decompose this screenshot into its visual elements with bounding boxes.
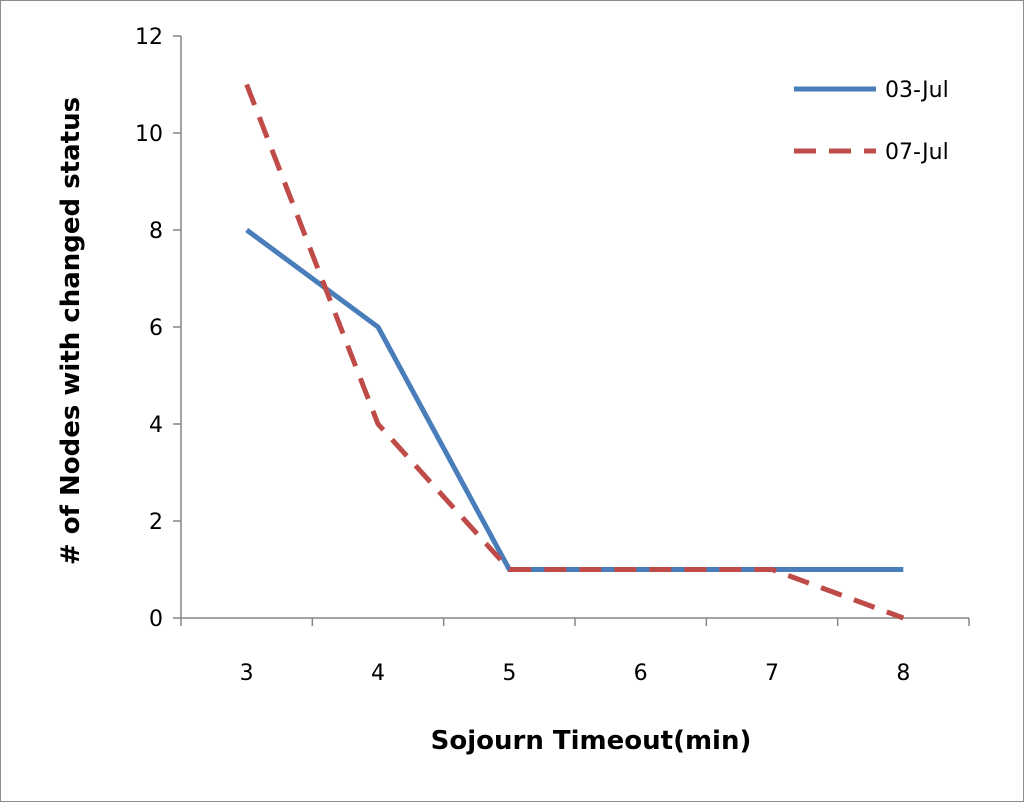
y-tick-label: 10 xyxy=(135,122,163,147)
legend-label-1: 03-Jul xyxy=(885,78,949,103)
y-tick-label: 12 xyxy=(135,25,163,50)
y-axis-title: # of Nodes with changed status xyxy=(56,97,86,565)
series-line-2 xyxy=(244,83,905,621)
x-tick-labels: 3 4 5 6 7 8 xyxy=(240,661,911,686)
x-tick-label: 4 xyxy=(371,661,385,686)
legend-label-2: 07-Jul xyxy=(885,140,949,165)
x-tick-label: 5 xyxy=(502,661,516,686)
x-axis-title: Sojourn Timeout(min) xyxy=(431,726,752,756)
y-tick-label: 2 xyxy=(149,510,163,535)
y-tick-label: 6 xyxy=(149,316,163,341)
x-tick-label: 7 xyxy=(765,661,779,686)
axes xyxy=(173,35,970,626)
x-tick-label: 6 xyxy=(634,661,648,686)
x-tick-label: 8 xyxy=(896,661,910,686)
y-tick-labels: 0 2 4 6 8 10 12 xyxy=(135,25,163,632)
x-tick-label: 3 xyxy=(240,661,254,686)
y-tick-label: 0 xyxy=(149,607,163,632)
y-tick-label: 8 xyxy=(149,219,163,244)
series-lines xyxy=(244,83,905,621)
series-line-1 xyxy=(245,227,904,572)
legend: 03-Jul 07-Jul xyxy=(794,78,949,165)
y-tick-label: 4 xyxy=(149,413,163,438)
